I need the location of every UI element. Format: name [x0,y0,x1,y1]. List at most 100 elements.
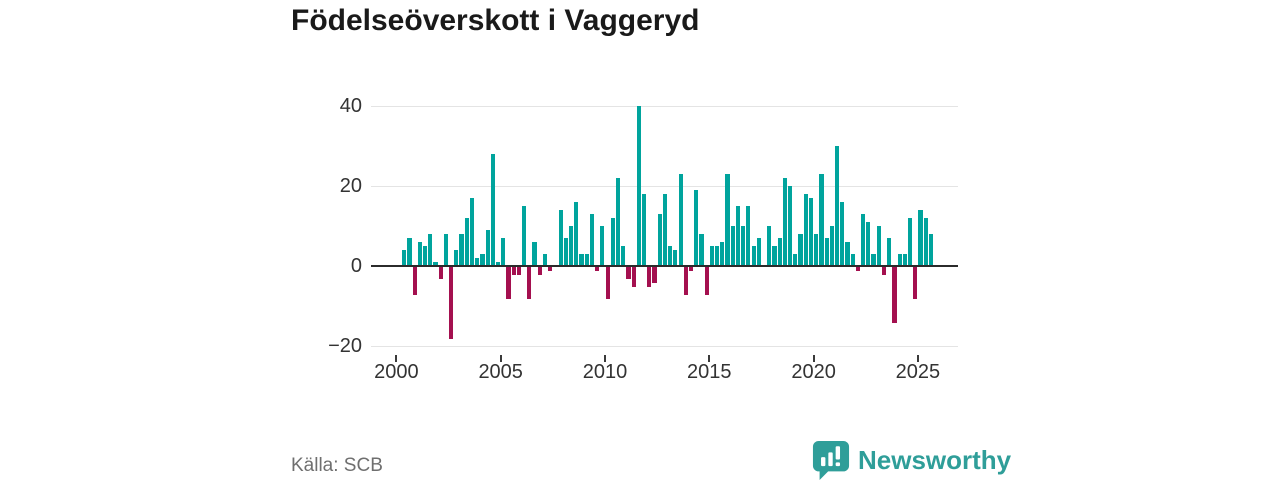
x-tick-label-2015: 2015 [687,361,732,383]
bar [834,146,840,266]
zero-axis-line [371,265,958,267]
bar [694,190,699,266]
bar [850,254,855,266]
bar [501,238,506,266]
bar [725,174,730,266]
bar [574,202,579,266]
bar [871,254,876,266]
bar [730,226,735,266]
bar [600,226,605,266]
bar [782,178,787,266]
bar [652,267,657,283]
bar [756,238,761,266]
bar [579,254,584,266]
bar [751,246,756,266]
y-tick-label-40: 40 [339,95,362,117]
x-tick-label-2005: 2005 [478,361,523,383]
source-text: Källa: SCB [291,455,383,476]
bar [407,238,412,266]
bar [829,226,834,266]
bar [840,202,845,266]
x-tick-label-2025: 2025 [895,361,941,383]
bar [417,242,422,266]
bar [918,210,923,266]
bar [647,267,652,287]
bar [449,267,454,339]
x-tick-label-2010: 2010 [582,361,628,383]
bar [897,254,902,266]
x-tick-label-2000: 2000 [374,361,419,383]
bar [704,267,709,295]
bar [438,267,443,279]
gridline-y40 [371,106,958,107]
bar [673,250,678,266]
bar [678,174,683,266]
bar [668,246,673,266]
bar [788,186,793,266]
bar [584,254,589,266]
bar [662,194,668,266]
bar [923,218,928,266]
bar [709,246,714,266]
bar [532,242,537,266]
bar [433,262,438,266]
bar [876,226,881,266]
chart-title: Födelseöverskott i Vaggeryd [291,4,700,37]
bar [881,267,887,275]
bar [542,254,548,266]
bar [516,267,522,275]
bar [558,210,563,266]
bar [443,234,449,266]
x-tick-label-2020: 2020 [791,361,836,383]
bar [866,222,871,266]
bar [892,267,897,323]
bar [522,206,527,266]
bar [845,242,850,266]
bar [610,218,615,266]
bar [642,194,647,266]
bar [772,246,777,266]
y-tick-label-20: 20 [339,175,362,197]
bar [490,154,495,266]
bar [720,242,725,266]
bar [793,254,798,266]
gridline-y20 [371,186,958,187]
bar [485,230,490,266]
bar [621,246,626,266]
bar [819,174,824,266]
bar [475,258,480,266]
bar [511,267,516,275]
bar [454,250,459,266]
y-tick-label--20: −20 [328,335,362,357]
bar [699,234,704,266]
bar [422,246,428,266]
bar [798,234,803,266]
bar [464,218,469,266]
bar [563,238,568,266]
bar [767,226,772,266]
bar [615,178,621,266]
bar [537,267,542,275]
bar [657,214,662,266]
x-tick-mark-2015 [708,355,711,362]
bar [495,262,501,266]
bar [808,198,814,266]
bar [928,234,934,266]
bar [402,250,407,266]
bar [568,226,574,266]
bar [735,206,741,266]
bar [589,214,595,266]
bar [527,267,532,299]
bar [626,267,631,279]
bar [887,238,892,266]
x-tick-mark-2025 [916,355,919,362]
bar [595,267,600,271]
bar [715,246,720,266]
bar [688,267,694,271]
newsworthy-logo: Newsworthy [812,440,1011,480]
gridline-y-20 [371,346,958,347]
newsworthy-bubble-chart-icon [812,441,850,480]
bar [803,194,808,266]
plot-area [371,95,958,352]
